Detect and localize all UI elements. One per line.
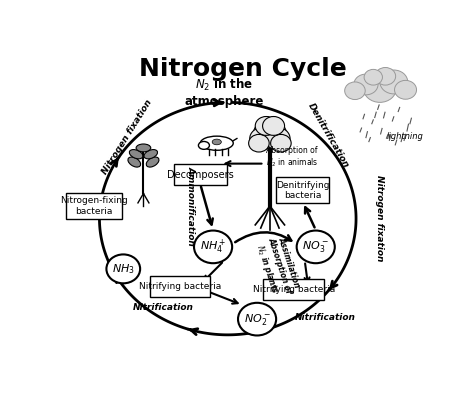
Circle shape	[249, 134, 269, 152]
Ellipse shape	[129, 150, 143, 159]
Ellipse shape	[146, 157, 159, 167]
Text: Assimilation
Absorption of
$N_2$ in plants: Assimilation Absorption of $N_2$ in plan…	[252, 233, 303, 299]
Text: Ammonification: Ammonification	[186, 166, 196, 246]
Text: $N_2$ in the
atmosphere: $N_2$ in the atmosphere	[184, 78, 264, 109]
FancyBboxPatch shape	[276, 177, 330, 203]
Ellipse shape	[128, 157, 140, 167]
Text: Nitrogen fixation: Nitrogen fixation	[376, 175, 385, 262]
Circle shape	[250, 127, 275, 149]
Ellipse shape	[198, 142, 210, 149]
Text: $NO_3^-$: $NO_3^-$	[302, 239, 329, 254]
Text: Nitrogen fixation: Nitrogen fixation	[100, 98, 154, 176]
Ellipse shape	[212, 139, 221, 145]
FancyBboxPatch shape	[66, 193, 123, 220]
Text: Nitrogen-fixing
bacteria: Nitrogen-fixing bacteria	[60, 196, 128, 216]
Text: Nitrification: Nitrification	[133, 303, 194, 312]
Text: lightning: lightning	[387, 133, 424, 142]
Text: Decomposers: Decomposers	[167, 170, 234, 180]
Text: Nitrifying bacteria: Nitrifying bacteria	[139, 282, 221, 290]
Circle shape	[271, 134, 291, 152]
Circle shape	[363, 74, 396, 102]
Text: Absorption of
$N_2$ in animals: Absorption of $N_2$ in animals	[266, 146, 319, 169]
Text: Nitrifying bacteria: Nitrifying bacteria	[253, 285, 335, 294]
FancyBboxPatch shape	[263, 279, 324, 299]
Text: $NH_3$: $NH_3$	[112, 262, 135, 276]
Text: Denitrifying
bacteria: Denitrifying bacteria	[276, 181, 330, 200]
Circle shape	[194, 231, 232, 263]
Text: Denitrification: Denitrification	[307, 101, 351, 169]
FancyBboxPatch shape	[150, 276, 210, 297]
Text: Nitrogen Cycle: Nitrogen Cycle	[139, 57, 346, 81]
Circle shape	[106, 255, 140, 283]
Text: $NH_4^+$: $NH_4^+$	[200, 238, 227, 256]
Text: Nitrification: Nitrification	[295, 313, 355, 322]
Ellipse shape	[200, 136, 233, 150]
Circle shape	[254, 120, 287, 148]
Circle shape	[345, 82, 365, 100]
Circle shape	[354, 74, 378, 95]
Circle shape	[263, 117, 285, 135]
Circle shape	[297, 231, 335, 263]
Text: $NO_2^-$: $NO_2^-$	[244, 312, 271, 327]
Circle shape	[380, 70, 408, 94]
Circle shape	[238, 303, 276, 335]
Circle shape	[264, 127, 290, 149]
FancyBboxPatch shape	[174, 164, 227, 185]
Ellipse shape	[136, 144, 151, 152]
Circle shape	[364, 69, 383, 85]
Circle shape	[255, 117, 277, 135]
Ellipse shape	[144, 150, 158, 159]
Circle shape	[375, 67, 395, 85]
Circle shape	[394, 80, 417, 99]
